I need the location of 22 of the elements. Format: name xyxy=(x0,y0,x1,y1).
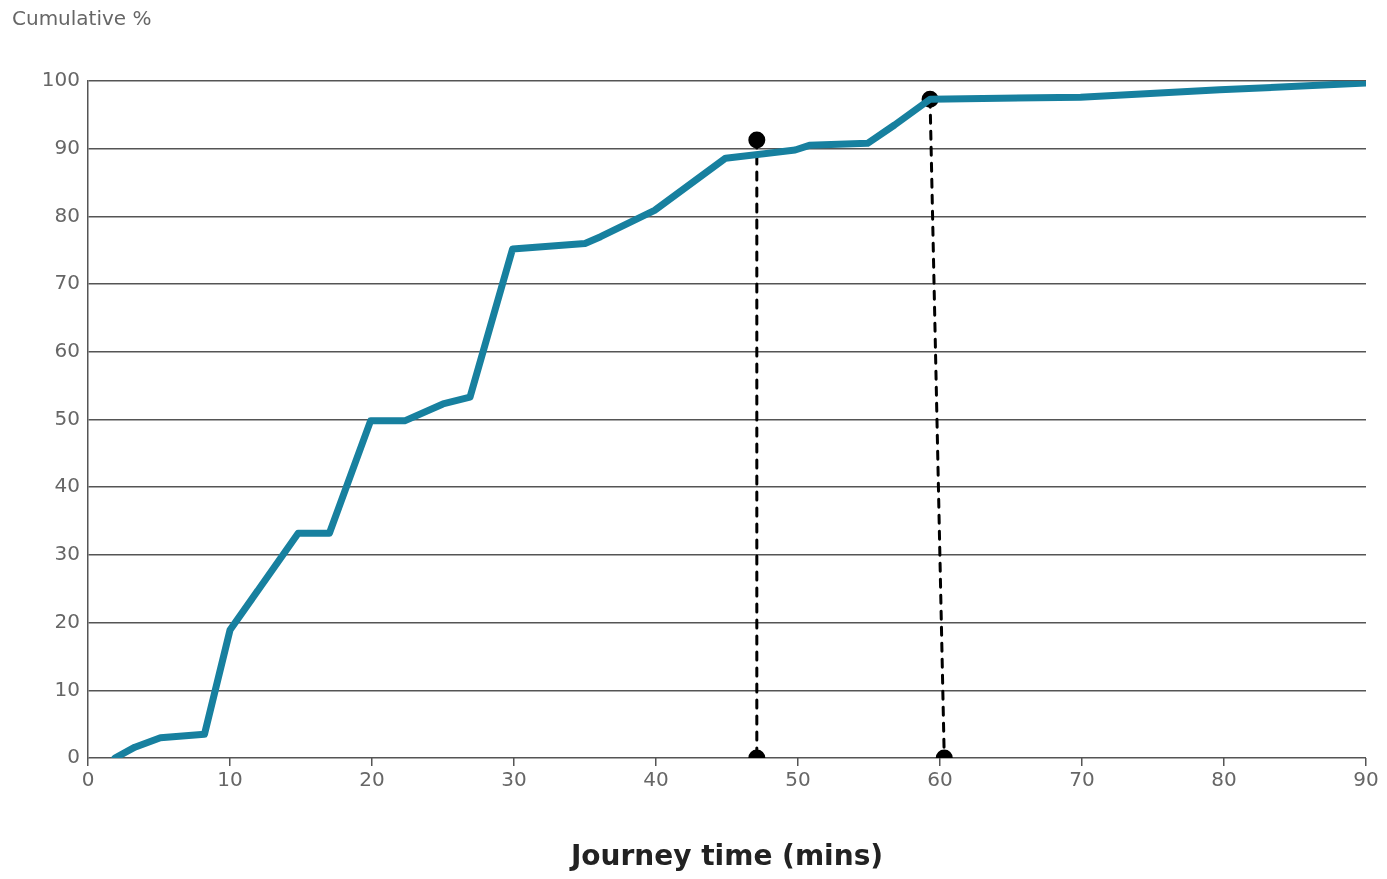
y-tick-label: 10 xyxy=(54,676,80,701)
y-tick-label: 50 xyxy=(54,405,80,430)
y-axis-title: Cumulative % xyxy=(12,6,152,30)
y-tick-label: 90 xyxy=(54,134,80,159)
y-tick-label: 0 xyxy=(67,744,80,769)
x-axis-title: Journey time (mins) xyxy=(568,839,884,873)
x-tick-label: 40 xyxy=(643,767,669,792)
x-tick-label: 80 xyxy=(1211,767,1237,792)
y-tick-label: 70 xyxy=(54,270,80,295)
x-tick-label: 10 xyxy=(217,767,243,792)
x-tick-label: 70 xyxy=(1069,767,1095,792)
x-tick-label: 30 xyxy=(501,767,527,792)
x-tick-label: 90 xyxy=(1353,767,1379,792)
y-tick-label: 20 xyxy=(54,608,80,633)
x-tick-label: 20 xyxy=(359,767,385,792)
y-tick-label: 80 xyxy=(54,202,80,227)
y-tick-label: 30 xyxy=(54,541,80,566)
y-tick-label: 100 xyxy=(41,67,80,92)
y-tick-label: 40 xyxy=(54,473,80,498)
x-tick-label: 50 xyxy=(785,767,811,792)
y-tick-label: 60 xyxy=(54,338,80,362)
x-tick-label: 60 xyxy=(927,767,953,792)
